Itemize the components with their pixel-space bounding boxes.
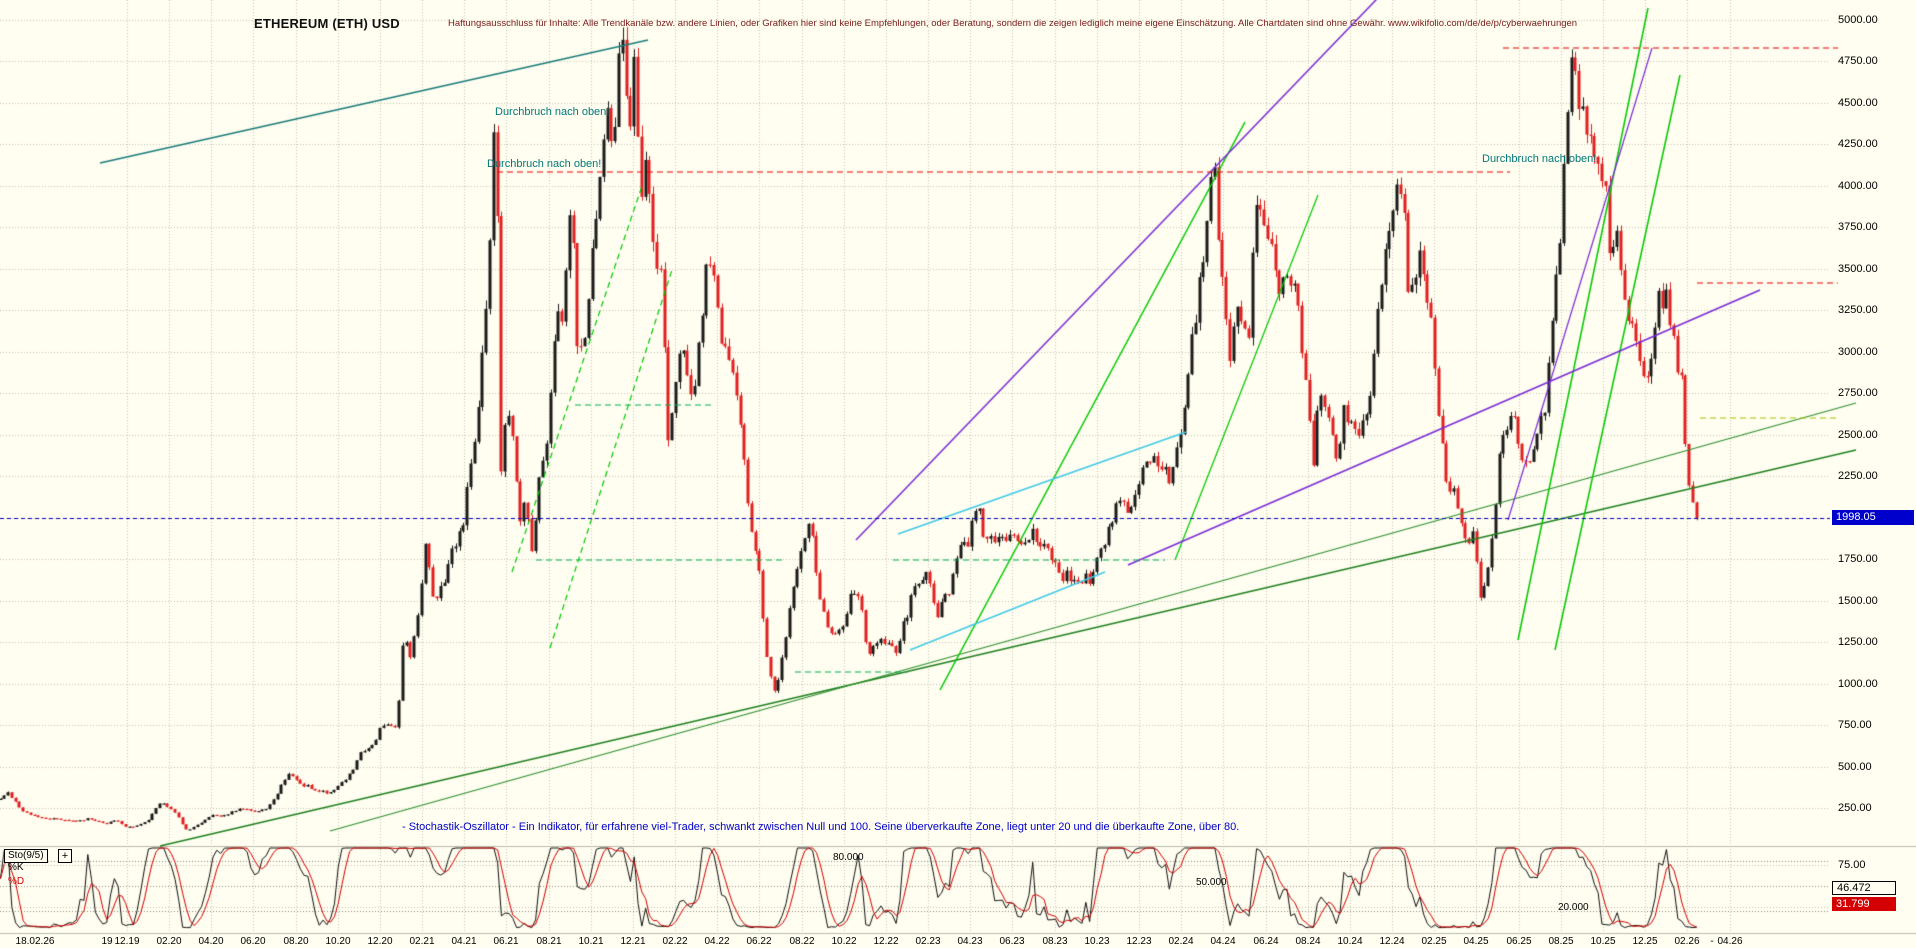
x-axis-label: 04.21	[451, 936, 477, 947]
x-axis-label: 10.25	[1590, 936, 1616, 947]
price-axis-label: 4500.00	[1838, 96, 1878, 109]
x-axis-label: 08.23	[1042, 936, 1068, 947]
breakout-annotation: Durchbruch nach oben!	[487, 158, 602, 170]
price-axis-label: 2250.00	[1838, 470, 1878, 483]
indicator-label[interactable]: Sto(9/5)	[4, 849, 48, 863]
x-axis-label: 10.23	[1084, 936, 1110, 947]
price-axis-label: 1500.00	[1838, 594, 1878, 607]
x-axis-label: 12.23	[1126, 936, 1152, 947]
x-axis-label: 08.22	[789, 936, 815, 947]
x-axis-label: 12.24	[1379, 936, 1405, 947]
x-axis-label: 08.24	[1295, 936, 1321, 947]
x-axis-label: 06.21	[493, 936, 519, 947]
x-axis-label: 02.26	[1674, 936, 1700, 947]
x-axis-label: 19	[101, 936, 113, 947]
chart-title: ETHEREUM (ETH) USD	[254, 16, 400, 31]
d-value-badge: 31.799	[1832, 897, 1896, 911]
add-indicator-button[interactable]: +	[58, 849, 72, 863]
x-axis-label: 02.23	[915, 936, 941, 947]
price-axis-label: 500.00	[1838, 760, 1872, 773]
price-axis-label: 3500.00	[1838, 262, 1878, 275]
x-axis-label: 04.24	[1210, 936, 1236, 947]
price-axis-label: 1750.00	[1838, 553, 1878, 566]
percent-d-label: %D	[8, 876, 25, 887]
x-axis-label: 12.19	[114, 936, 140, 947]
x-axis-label: 02.22	[662, 936, 688, 947]
x-axis-label: 04.26	[1717, 936, 1743, 947]
breakout-annotation: Durchbruch nach oben!	[1482, 153, 1597, 165]
x-axis-label: 18.02.26	[15, 936, 55, 947]
price-axis-label: 3000.00	[1838, 345, 1878, 358]
x-axis-label: 04.25	[1463, 936, 1489, 947]
price-axis-label: 2500.00	[1838, 428, 1878, 441]
price-axis-label: 750.00	[1838, 719, 1872, 732]
x-axis-label: 02.24	[1168, 936, 1194, 947]
x-axis-label: 08.25	[1548, 936, 1574, 947]
x-axis-label: 06.20	[240, 936, 266, 947]
price-axis-label: 3750.00	[1838, 221, 1878, 234]
x-axis-label: 02.21	[409, 936, 435, 947]
oscillator-axis-label: 75.00	[1838, 859, 1866, 871]
x-axis-label: 06.24	[1253, 936, 1279, 947]
price-axis-label: 4000.00	[1838, 179, 1878, 192]
price-axis-label: 1250.00	[1838, 636, 1878, 649]
price-axis-label: 250.00	[1838, 802, 1872, 814]
disclaimer-text: Haftungsausschluss für Inhalte: Alle Tre…	[448, 18, 1578, 29]
x-axis-label: 02.20	[156, 936, 182, 947]
x-axis-label: 10.22	[831, 936, 857, 947]
x-axis-label: 10.20	[325, 936, 351, 947]
x-axis-label: 06.22	[746, 936, 772, 947]
x-axis-label: 12.25	[1632, 936, 1658, 947]
x-axis-label: 12.22	[873, 936, 899, 947]
percent-k-label: %K	[8, 862, 24, 873]
price-axis-label: 4750.00	[1838, 55, 1878, 68]
x-axis-label: -	[1710, 936, 1714, 947]
x-axis-label: 02.25	[1421, 936, 1447, 947]
x-axis-label: 06.23	[999, 936, 1025, 947]
oscillator-zone-label: 20.000	[1558, 902, 1589, 914]
oscillator-zone-label: 80.000	[833, 851, 864, 863]
price-axis-label: 5000.00	[1838, 14, 1878, 26]
price-axis-label: 1000.00	[1838, 677, 1878, 690]
x-axis-label: 08.21	[536, 936, 562, 947]
current-price-badge: 1998.05	[1832, 510, 1914, 525]
x-axis-label: 10.24	[1337, 936, 1363, 947]
x-axis-label: 10.21	[578, 936, 604, 947]
x-axis-label: 12.20	[367, 936, 393, 947]
x-axis-label: 08.20	[283, 936, 309, 947]
price-axis-label: 2750.00	[1838, 387, 1878, 400]
x-axis-label: 04.22	[704, 936, 730, 947]
x-axis-label: 12.21	[620, 936, 646, 947]
x-axis-label: 06.25	[1506, 936, 1532, 947]
oscillator-zone-label: 50.000	[1196, 877, 1227, 888]
oscillator-description: - Stochastik-Oszillator - Ein Indikator,…	[402, 821, 1240, 833]
price-axis-label: 4250.00	[1838, 138, 1878, 151]
breakout-annotation: Durchbruch nach oben!	[495, 106, 610, 118]
x-axis-label: 04.23	[957, 936, 983, 947]
x-axis-label: 04.20	[198, 936, 224, 947]
k-value-badge: 46.472	[1832, 881, 1896, 895]
price-axis-label: 3250.00	[1838, 304, 1878, 317]
